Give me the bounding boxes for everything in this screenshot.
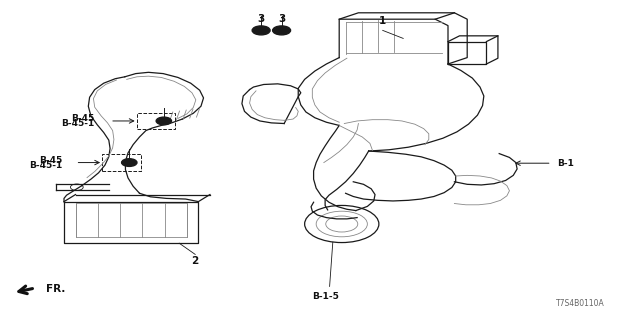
Text: B-1-5: B-1-5 <box>312 292 339 301</box>
Text: B-45-1: B-45-1 <box>29 161 63 170</box>
Text: FR.: FR. <box>46 284 65 294</box>
Bar <box>137 113 175 129</box>
Circle shape <box>156 117 172 125</box>
Circle shape <box>252 26 270 35</box>
Circle shape <box>122 159 137 166</box>
Text: B-45-1: B-45-1 <box>61 119 95 128</box>
Text: 3: 3 <box>257 14 265 24</box>
Text: B-45: B-45 <box>72 114 95 123</box>
Text: 1: 1 <box>379 16 387 26</box>
Text: 3: 3 <box>278 14 285 24</box>
Circle shape <box>273 26 291 35</box>
Text: B-1: B-1 <box>557 159 573 168</box>
Text: T7S4B0110A: T7S4B0110A <box>556 299 605 308</box>
Text: B-45: B-45 <box>40 156 63 164</box>
Text: 2: 2 <box>191 256 199 266</box>
Bar <box>102 154 141 171</box>
